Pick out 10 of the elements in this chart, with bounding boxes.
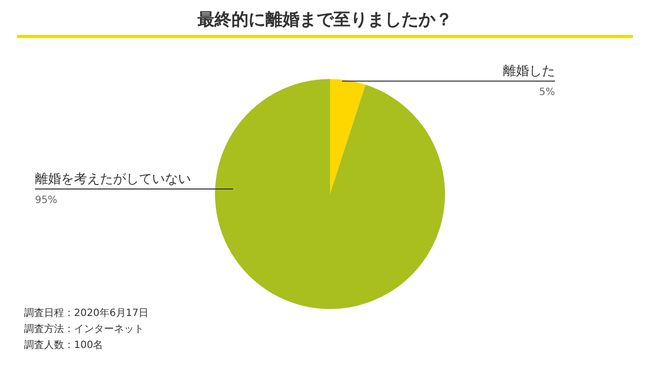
- pie-slice: [215, 79, 445, 309]
- slice-label: 離婚した: [503, 64, 555, 80]
- slice-label: 離婚を考えたがしていない: [35, 172, 191, 187]
- pie-slice: [330, 79, 366, 194]
- data-label: 5%: [539, 87, 555, 98]
- text: 調査日程：2020年6月17日: [24, 306, 149, 321]
- text: 調査方法：インターネット: [24, 322, 145, 337]
- data-label: 95%: [35, 195, 58, 206]
- chart-title: 最終的に離婚まで至りましたか？: [196, 9, 454, 31]
- text: 調査人数：100名: [24, 338, 104, 353]
